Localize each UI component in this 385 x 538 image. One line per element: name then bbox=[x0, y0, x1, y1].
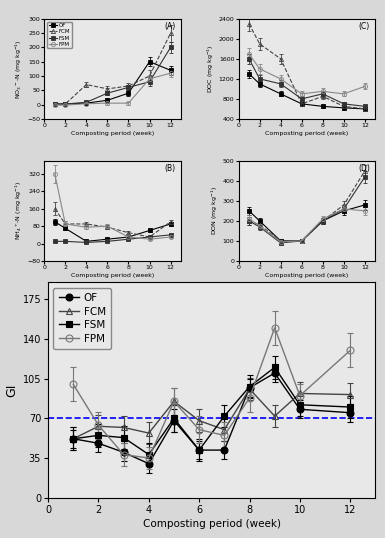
Text: (B): (B) bbox=[164, 164, 176, 173]
Legend: OF, FCM, FSM, FPM: OF, FCM, FSM, FPM bbox=[47, 22, 72, 48]
X-axis label: Composting period (week): Composting period (week) bbox=[71, 131, 154, 136]
Y-axis label: GI: GI bbox=[5, 384, 18, 397]
Y-axis label: DON (mg kg$^{-1}$): DON (mg kg$^{-1}$) bbox=[209, 187, 220, 236]
Y-axis label: NH$_4$$^+$-N (mg kg$^{-1}$): NH$_4$$^+$-N (mg kg$^{-1}$) bbox=[14, 181, 24, 240]
Text: (D): (D) bbox=[358, 164, 370, 173]
X-axis label: Composting period (week): Composting period (week) bbox=[265, 131, 348, 136]
Y-axis label: DOC (mg kg$^{-1}$): DOC (mg kg$^{-1}$) bbox=[206, 45, 216, 93]
Text: (C): (C) bbox=[359, 22, 370, 31]
X-axis label: Composting period (week): Composting period (week) bbox=[71, 273, 154, 278]
Y-axis label: NO$_3$$^-$-N (mg kg$^{-1}$): NO$_3$$^-$-N (mg kg$^{-1}$) bbox=[14, 39, 24, 98]
Text: (A): (A) bbox=[164, 22, 176, 31]
X-axis label: Composting period (week): Composting period (week) bbox=[143, 519, 281, 529]
X-axis label: Composting period (week): Composting period (week) bbox=[265, 273, 348, 278]
Legend: OF, FCM, FSM, FPM: OF, FCM, FSM, FPM bbox=[54, 288, 111, 349]
